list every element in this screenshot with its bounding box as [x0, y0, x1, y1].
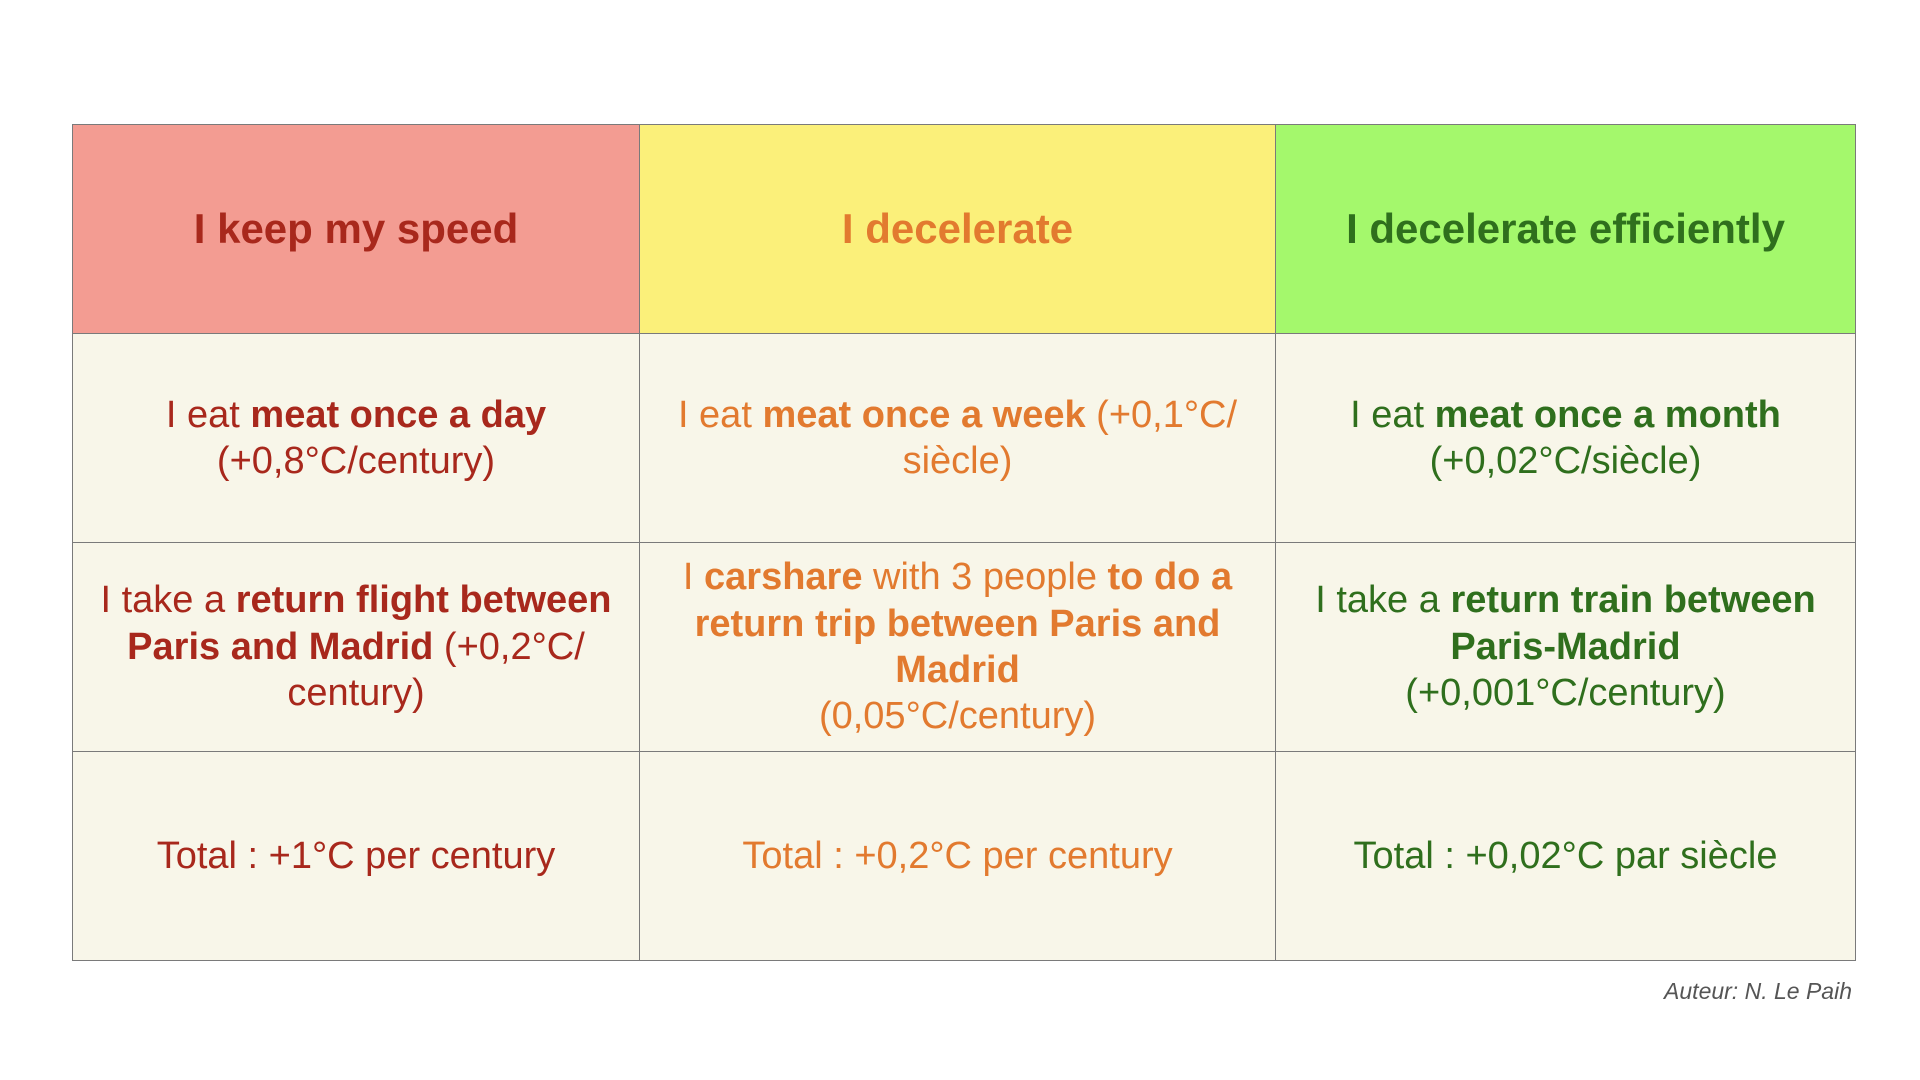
- comparison-table: I keep my speed I decelerate I decelerat…: [72, 124, 1856, 961]
- cell-bold-text: return train between Paris-Madrid: [1450, 579, 1816, 668]
- total-keep: Total : +1°C per century: [72, 751, 640, 961]
- author-credit: Auteur: N. Le Paih: [1664, 978, 1852, 1004]
- total-decelerate: Total : +0,2°C per century: [639, 751, 1276, 961]
- cell-text: I eat: [677, 393, 763, 436]
- cell-meat-keep: I eat meat once a day (+0,8°C/century): [72, 333, 640, 543]
- cell-text: I eat: [1350, 393, 1435, 436]
- cell-text: I take a: [1315, 579, 1451, 622]
- cell-impact: (+0,2°C/ century): [287, 625, 585, 715]
- header-keep-speed: I keep my speed: [72, 124, 640, 334]
- cell-impact: (+0,8°C/century): [216, 440, 496, 482]
- cell-text: I eat: [165, 393, 251, 436]
- cell-impact: (+0,001°C/century): [1405, 672, 1726, 715]
- cell-impact: (+0,1°C/ siècle): [902, 393, 1238, 482]
- total-efficient: Total : +0,02°C par siècle: [1275, 751, 1856, 961]
- travel-row: I take a return flight between Paris and…: [72, 542, 1856, 752]
- cell-impact: (+0,02°C/siècle): [1429, 440, 1702, 482]
- cell-meat-efficient: I eat meat once a month (+0,02°C/siècle): [1275, 333, 1856, 543]
- cell-bold-text: return flight between Paris and Madrid: [127, 579, 612, 668]
- cell-travel-keep: I take a return flight between Paris and…: [72, 542, 640, 752]
- total-row: Total : +1°C per century Total : +0,2°C …: [72, 751, 1856, 961]
- cell-text: with 3 people: [862, 556, 1108, 599]
- cell-text: I: [682, 556, 705, 599]
- cell-bold-text: to do a return trip between Paris and Ma…: [694, 556, 1233, 691]
- header-decelerate-efficiently: I decelerate efficiently: [1275, 124, 1856, 334]
- header-decelerate: I decelerate: [639, 124, 1276, 334]
- cell-impact: (0,05°C/century): [818, 695, 1097, 738]
- cell-bold-text: meat once a day: [250, 393, 547, 436]
- cell-travel-efficient: I take a return train between Paris-Madr…: [1275, 542, 1856, 752]
- cell-bold-text: meat once a month: [1434, 393, 1781, 436]
- header-row: I keep my speed I decelerate I decelerat…: [72, 124, 1856, 334]
- cell-travel-decelerate: I carshare with 3 people to do a return …: [639, 542, 1276, 752]
- cell-bold-text: meat once a week: [762, 393, 1086, 436]
- cell-meat-decelerate: I eat meat once a week (+0,1°C/ siècle): [639, 333, 1276, 543]
- meat-row: I eat meat once a day (+0,8°C/century) I…: [72, 333, 1856, 543]
- cell-bold-text: carshare: [704, 556, 863, 599]
- cell-text: I take a: [100, 579, 236, 622]
